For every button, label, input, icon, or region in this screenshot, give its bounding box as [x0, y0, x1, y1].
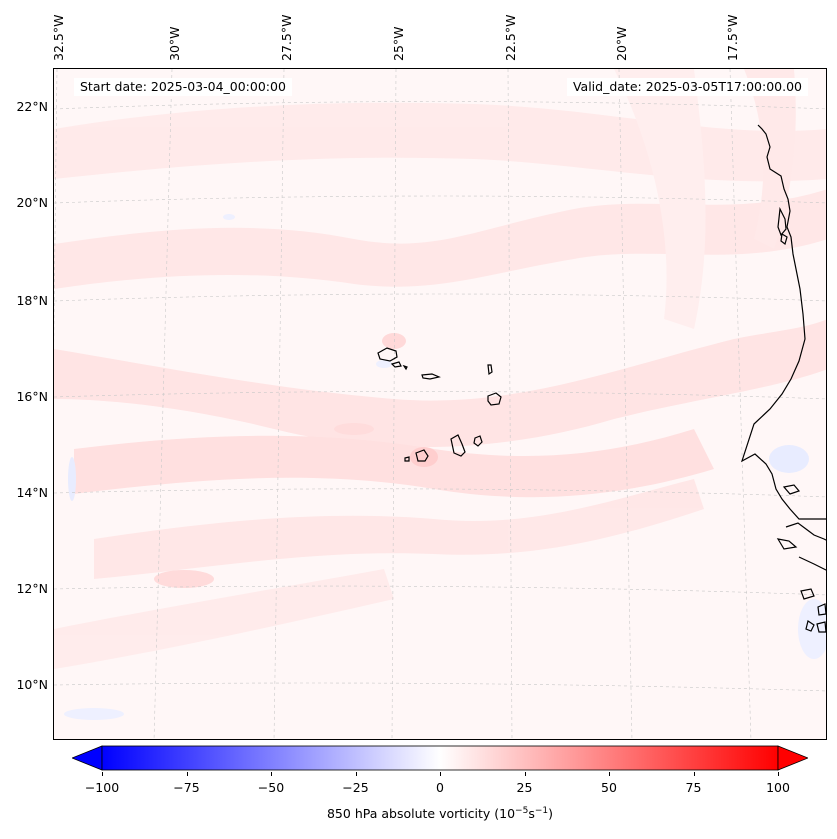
longitude-label: 22.5°W	[503, 14, 518, 61]
colorbar-tick-label: 75	[685, 780, 702, 795]
longitude-label: 25°W	[391, 26, 406, 61]
map-canvas	[54, 69, 826, 739]
colorbar-label: 850 hPa absolute vorticity (10−5s−1)	[0, 806, 837, 821]
colorbar-tickmark	[524, 772, 526, 776]
colorbar-tick-label: −25	[342, 780, 369, 795]
african-coastline	[740, 124, 826, 633]
colorbar-tickmark	[609, 772, 610, 776]
colorbar-label-exp2: −1	[534, 806, 549, 816]
island-sao-nicolau	[421, 373, 441, 380]
longitude-label: 17.5°W	[725, 14, 740, 61]
valid-date-label: Valid_date: 2025-03-05T17:00:00.00	[566, 78, 808, 96]
colorbar-tick-label: 25	[516, 780, 533, 795]
island-fogo	[415, 449, 429, 462]
island-brava	[404, 456, 410, 462]
latitude-label: 10°N	[16, 677, 48, 692]
latitude-label: 22°N	[16, 99, 48, 114]
colorbar-label-end: )	[548, 806, 553, 822]
colorbar-tickmark	[355, 772, 357, 776]
island-sao-vicente	[390, 361, 402, 368]
colorbar-tick-label: 50	[601, 780, 617, 795]
colorbar-label-main: 850 hPa absolute vorticity (10	[326, 806, 516, 822]
colorbar-high-extension	[777, 745, 808, 771]
colorbar-low-extension	[72, 745, 103, 771]
positive-vorticity-bands	[54, 69, 826, 669]
colorbar-tickmark	[778, 772, 779, 776]
colorbar-tick-label: −100	[84, 780, 120, 795]
island-boa-vista	[487, 392, 502, 406]
colorbar	[72, 745, 808, 771]
cape-verde-islands	[377, 347, 502, 462]
colorbar-tickmark	[440, 772, 441, 776]
latitude-label: 12°N	[16, 581, 48, 596]
island-santo-antao	[377, 347, 398, 362]
colorbar-label-mid: s	[528, 806, 535, 822]
longitude-label: 27.5°W	[279, 14, 294, 61]
colorbar-gradient	[101, 745, 779, 771]
latitude-label: 16°N	[16, 389, 48, 404]
latitude-label: 20°N	[16, 195, 48, 210]
colorbar-label-exp1: −5	[515, 806, 529, 816]
longitude-label: 30°W	[167, 26, 182, 61]
island-sal	[487, 364, 493, 376]
latitude-label: 18°N	[16, 293, 48, 308]
graticule	[54, 69, 826, 739]
colorbar-tickmark	[186, 772, 188, 776]
colorbar-tick-label: 100	[766, 780, 790, 795]
colorbar-tick-label: −75	[173, 780, 200, 795]
colorbar-tick-label: −50	[257, 780, 285, 795]
start-date-label: Start date: 2025-03-04_00:00:00	[74, 78, 292, 96]
vorticity-map: Start date: 2025-03-04_00:00:00 Valid_da…	[53, 68, 827, 740]
island-santiago	[450, 434, 466, 457]
island-santa-luzia	[402, 364, 408, 371]
longitude-label: 20°W	[614, 26, 629, 61]
longitude-label: 32.5°W	[51, 14, 66, 61]
latitude-label: 14°N	[16, 485, 48, 500]
colorbar-tickmark	[693, 772, 695, 776]
colorbar-tick-label: 0	[436, 780, 444, 795]
colorbar-tickmark	[102, 772, 103, 776]
island-maio	[473, 435, 483, 447]
colorbar-tickmark	[271, 772, 272, 776]
